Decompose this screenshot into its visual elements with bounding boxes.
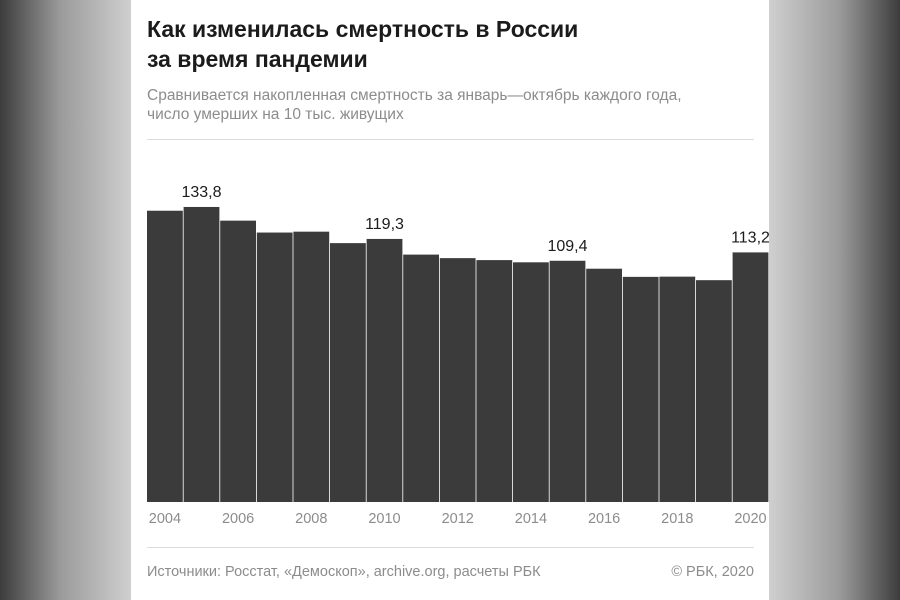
- chart-subtitle-line2: число умерших на 10 тыс. живущих: [147, 106, 404, 123]
- bar-2007: [256, 232, 293, 502]
- sources-note: Источники: Росстат, «Демоскоп», archive.…: [147, 564, 541, 580]
- x-tick-2014: 2014: [515, 511, 547, 527]
- chart-title-line2: за время пандемии: [147, 46, 368, 72]
- bar-2020: [732, 252, 769, 502]
- bottom-divider: [147, 547, 754, 548]
- bar-2014: [513, 262, 549, 502]
- bar-chart: 133,8 119,3 109,4 113,2 2004 2006 2008 2010 2012…: [147, 184, 769, 527]
- x-tick-2010: 2010: [368, 511, 400, 527]
- x-tick-2006: 2006: [222, 511, 254, 527]
- data-label-2010: 119,3: [365, 216, 404, 233]
- x-tick-2016: 2016: [588, 511, 620, 527]
- data-label-2015: 109,4: [547, 238, 587, 255]
- bar-2008: [293, 231, 330, 502]
- bar-2012: [439, 258, 476, 502]
- data-label-2005: 133,8: [181, 184, 221, 201]
- bar-2010: [366, 238, 403, 503]
- chart-title-line1: Как изменилась смертность в России: [147, 16, 579, 42]
- bar-2006: [220, 220, 256, 502]
- x-tick-2018: 2018: [661, 511, 693, 527]
- copyright-note: © РБК, 2020: [671, 564, 754, 580]
- chart-card: Как изменилась смертность в России за вр…: [131, 0, 769, 600]
- bar-2013: [476, 260, 513, 502]
- x-tick-2008: 2008: [295, 511, 327, 527]
- bar-2016: [586, 268, 622, 502]
- x-tick-2012: 2012: [442, 511, 474, 527]
- data-label-2020: 113,2: [731, 229, 769, 246]
- bar-2011: [403, 254, 439, 502]
- top-divider: [147, 139, 754, 140]
- bar-2019: [696, 280, 732, 502]
- bar-2005: [183, 206, 220, 502]
- bar-2015: [549, 260, 586, 502]
- bar-2009: [330, 243, 366, 502]
- x-tick-2004: 2004: [149, 511, 181, 527]
- chart-subtitle-line1: Сравнивается накопленная смертность за я…: [147, 87, 682, 104]
- bar-2017: [622, 276, 659, 502]
- bar-2018: [659, 276, 696, 502]
- bar-2004: [147, 210, 183, 503]
- chart-title: Как изменилась смертность в России за вр…: [147, 14, 747, 74]
- x-tick-2020: 2020: [734, 511, 766, 527]
- chart-subtitle: Сравнивается накопленная смертность за я…: [147, 86, 757, 124]
